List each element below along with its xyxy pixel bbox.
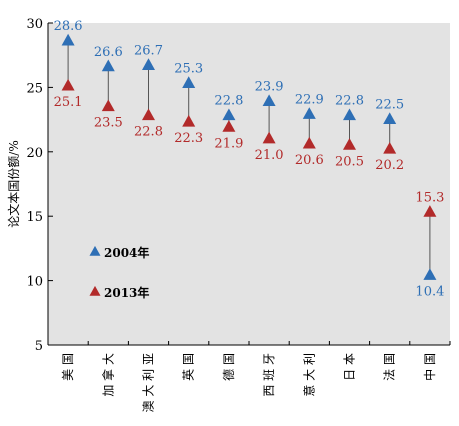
legend-marker: [89, 245, 101, 256]
x-tick-label: 英 国: [182, 353, 196, 381]
marker-2004: [101, 59, 115, 72]
legend-entry: 2004年: [104, 245, 149, 260]
marker-2013: [182, 114, 196, 127]
marker-2013: [343, 138, 356, 150]
marker-2004: [182, 76, 196, 88]
marker-2004: [423, 268, 437, 280]
data-label: 22.5: [375, 98, 404, 113]
data-label: 20.5: [335, 154, 364, 169]
x-axis: 美 国加 拿 大澳 大 利 亚英 国德 国西 班 牙意 大 利日 本法 国中 国: [47, 341, 451, 412]
data-label: 22.3: [174, 131, 203, 146]
data-label: 23.5: [94, 116, 123, 131]
y-tick-label: 5: [35, 339, 43, 354]
data-label: 22.8: [134, 125, 163, 140]
y-tick-label: 20: [26, 146, 43, 161]
marker-2004: [142, 58, 155, 70]
data-label: 21.9: [214, 136, 243, 151]
y-tick-label: 10: [26, 275, 43, 290]
marker-2013: [222, 120, 236, 132]
x-tick-label: 德 国: [221, 353, 236, 381]
data-label: 20.2: [375, 158, 404, 173]
data-label: 21.0: [255, 148, 284, 163]
data-label: 20.6: [295, 153, 324, 168]
marker-2013: [383, 141, 397, 154]
data-label: 22.8: [214, 94, 243, 109]
marker-2004: [262, 94, 276, 107]
y-tick-label: 30: [26, 17, 43, 32]
data-markers: [61, 33, 437, 280]
y-tick-label: 25: [26, 81, 43, 96]
y-axis-label: 论文本国份额/%: [6, 140, 21, 227]
plot-area: [48, 23, 450, 345]
marker-2013: [262, 131, 276, 144]
data-label: 28.6: [54, 19, 83, 34]
data-label: 15.3: [415, 190, 444, 205]
marker-2013: [61, 78, 75, 91]
marker-2013: [302, 136, 316, 149]
data-label: 22.9: [295, 92, 324, 107]
x-tick-label: 加 拿 大: [100, 353, 115, 397]
legend-marker: [89, 285, 101, 296]
marker-2004: [61, 33, 75, 46]
data-label: 23.9: [255, 80, 284, 95]
x-tick-label: 中 国: [422, 353, 437, 381]
marker-2004: [383, 112, 397, 125]
x-tick-label: 西 班 牙: [262, 353, 276, 397]
data-label: 26.7: [134, 44, 163, 59]
x-tick-label: 日 本: [343, 353, 357, 381]
x-tick-label: 法 国: [383, 353, 397, 381]
marker-2013: [423, 205, 437, 217]
x-tick-label: 澳 大 利 亚: [142, 353, 156, 412]
marker-2013: [142, 108, 155, 121]
data-label: 26.6: [94, 45, 123, 60]
value-labels: 28.6 26.6 26.7 25.3 22.8 23.9 22.9 22.8 22.5 10.4…: [54, 19, 445, 299]
marker-2013: [101, 99, 115, 112]
x-tick-label: 美 国: [61, 353, 75, 381]
data-label: 25.3: [174, 62, 203, 77]
marker-2004: [302, 107, 316, 119]
y-axis: 5 10 15 20 25 30: [26, 17, 53, 354]
marker-2004: [343, 108, 356, 121]
data-label: 10.4: [415, 284, 444, 299]
y-tick-label: 15: [26, 210, 43, 225]
marker-2004: [222, 108, 236, 121]
data-label: 25.1: [54, 95, 83, 110]
legend-entry: 2013年: [104, 285, 149, 300]
legend: 2004年 2013年: [89, 245, 149, 300]
x-tick-label: 意 大 利: [301, 353, 316, 397]
data-label: 22.8: [335, 94, 364, 109]
